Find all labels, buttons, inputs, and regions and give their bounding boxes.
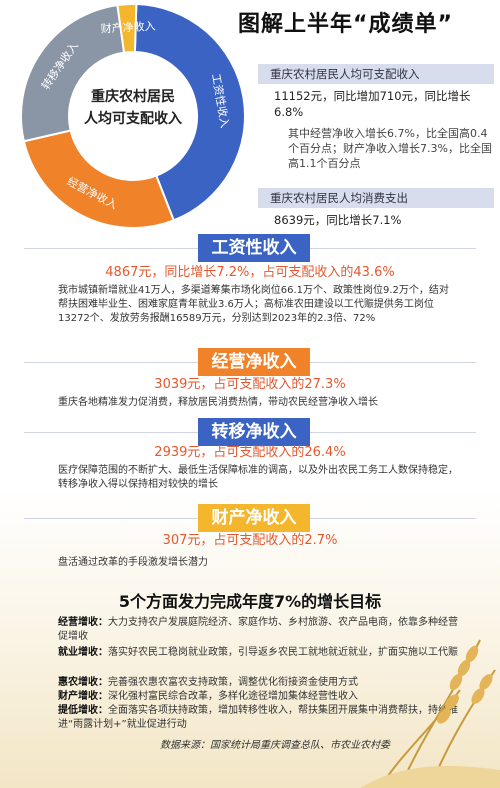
data-source: 数据来源：国家统计局重庆调查总队、市农业农村委 (160, 740, 390, 751)
goal-text: 完善强农惠农富农支持政策，调整优化衔接资金使用方式 (108, 677, 358, 688)
donut-center-line2: 人均可支配收入 (84, 111, 182, 127)
goal-item: 提低增收：全面落实各项扶持政策，增加转移性收入，帮扶集团开展集中消费帮扶，持续推… (58, 704, 458, 732)
income-stat-bar: 重庆农村居民人均可支配收入 (258, 64, 494, 84)
goal-text: 深化强村富民综合改革，多样化途径增加集体经营性收入 (108, 691, 358, 702)
donut-segment-2 (20, 3, 126, 143)
goal-label: 就业增收： (58, 647, 108, 658)
spend-stat-text: 8639元，同比增长7.1% (274, 213, 402, 227)
goal-text: 大力支持农户发展庭院经济、家庭作坊、乡村旅游、农产品电商，依靠多种经营促增收 (58, 617, 458, 642)
donut-center-line1: 重庆农村居民 (91, 89, 175, 105)
goal-text: 全面落实各项扶持政策，增加转移性收入，帮扶集团开展集中消费帮扶，持续推进“雨露计… (58, 705, 458, 730)
section-headline-property: 307元，占可支配收入的2.7% (162, 533, 338, 548)
section-body-property: 盘活通过改革的手段激发增长潜力 (58, 557, 208, 568)
goal-item: 惠农增收：完善强农惠农富农支持政策，调整优化衔接资金使用方式 (58, 676, 458, 690)
wheat-illustration (360, 639, 500, 788)
goals-title: 5个方面发力完成年度7%的增长目标 (118, 592, 382, 611)
donut-segment-label: 财产净收入 (100, 19, 156, 36)
goal-item: 经营增收：大力支持农户发展庭院经济、家庭作坊、乡村旅游、农产品电商，依靠多种经营… (58, 616, 458, 644)
section-headline-transfer: 2939元，占可支配收入的26.4% (154, 445, 346, 460)
goal-text: 落实好农民工稳岗就业政策，引导返乡农民工就地就近就业，扩面实施以工代赈 (108, 647, 458, 658)
income-stat-sub: 其中经营净收入增长6.7%，比全国高0.4个百分点；财产净收入增长7.3%，比全… (288, 127, 492, 170)
goal-item: 财产增收：深化强村富民综合改革，多样化途径增加集体经营性收入 (58, 690, 458, 704)
section-headline-wage: 4867元，同比增长7.2%，占可支配收入的43.6% (105, 265, 395, 280)
section-headline-business: 3039元，占可支配收入的27.3% (154, 377, 346, 392)
income-donut-chart: 工资性收入 经营净收入 转移净收入 财产净收入 重庆农村居民 人均可支配收入 (8, 0, 254, 232)
donut-segment-3 (116, 3, 138, 54)
donut-segment-1 (22, 129, 176, 229)
income-stat-text: 11152元，同比增加710元，同比增长6.8% (274, 89, 471, 119)
donut-segment-0 (133, 3, 246, 222)
section-body-wage: 我市城镇新增就业41万人，多渠道筹集市场化岗位66.1万个、政策性岗位9.2万个… (58, 285, 449, 324)
section-title-property: 财产净收入 (198, 504, 310, 532)
section-body-transfer: 医疗保障范围的不断扩大、最低生活保障标准的调高，以及外出农民工务工人数保持稳定，… (58, 465, 458, 490)
section-title-transfer: 转移净收入 (198, 418, 310, 446)
donut-center-label: 重庆农村居民 人均可支配收入 (78, 86, 188, 146)
page-title: 图解上半年“成绩单” (238, 12, 453, 37)
goal-item: 就业增收：落实好农民工稳岗就业政策，引导返乡农民工就地就近就业，扩面实施以工代赈 (58, 646, 458, 660)
goal-label: 提低增收： (58, 705, 108, 716)
section-body-business: 重庆各地精准发力促消费，释放居民消费热情，带动农民经营净收入增长 (58, 397, 378, 408)
goal-label: 财产增收： (58, 691, 108, 702)
goal-label: 经营增收： (58, 617, 108, 628)
section-title-wage: 工资性收入 (198, 234, 310, 262)
spend-stat-bar: 重庆农村居民人均消费支出 (258, 188, 494, 208)
section-title-business: 经营净收入 (198, 348, 310, 376)
goal-label: 惠农增收： (58, 677, 108, 688)
